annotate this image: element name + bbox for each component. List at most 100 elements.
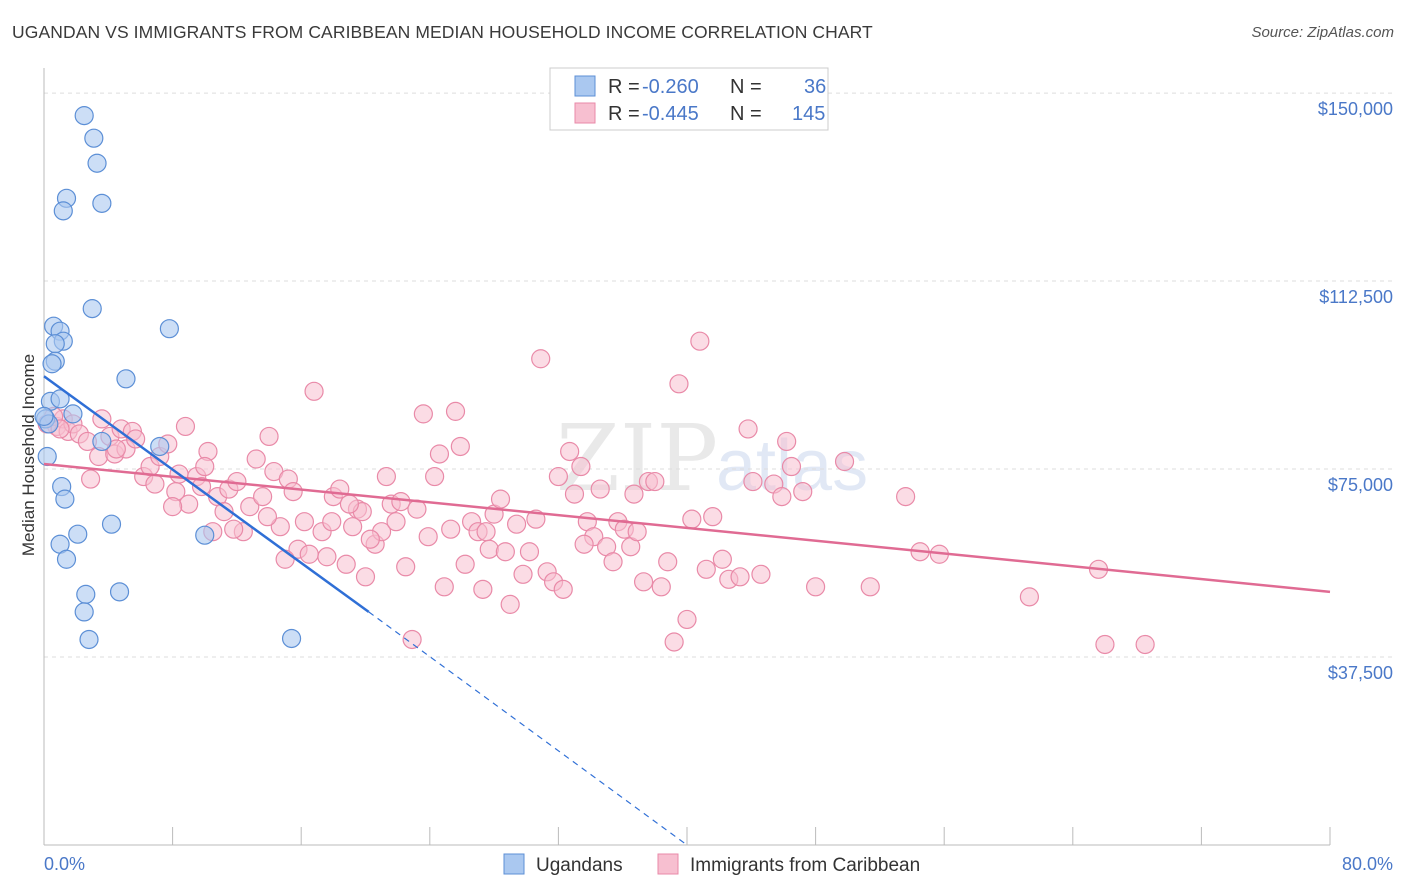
ugandan-point — [74, 602, 94, 622]
caribbean-point — [455, 554, 475, 574]
caribbean-point — [624, 484, 644, 504]
caribbean-point — [355, 567, 376, 587]
caribbean-point — [677, 609, 697, 630]
ugandan-point — [101, 514, 122, 534]
caribbean-point — [682, 509, 702, 529]
ugandan-point — [79, 629, 99, 650]
caribbean-point — [396, 557, 416, 577]
caribbean-point — [163, 497, 183, 517]
caribbean-point — [553, 579, 573, 599]
y-tick-label: $37,500 — [1328, 663, 1393, 683]
caribbean-point — [376, 466, 396, 487]
ugandan-point — [92, 431, 112, 452]
caribbean-point — [425, 466, 445, 487]
caribbean-point — [445, 401, 466, 421]
ugandan-point — [45, 334, 65, 354]
caribbean-points — [37, 331, 1155, 655]
legend-n-label-2: N = — [730, 103, 762, 125]
legend-r-label-1: R = — [608, 76, 640, 98]
caribbean-point — [304, 381, 324, 401]
caribbean-point — [590, 479, 610, 499]
series-legend-swatch-caribbean — [657, 853, 679, 875]
caribbean-point — [519, 542, 540, 562]
caribbean-point — [450, 436, 470, 457]
ugandan-point — [150, 436, 170, 457]
caribbean-point — [500, 594, 520, 614]
caribbean-point — [571, 456, 591, 477]
caribbean-point — [738, 419, 758, 439]
caribbean-point — [777, 431, 797, 452]
ugandan-point — [68, 524, 88, 544]
caribbean-point — [195, 456, 215, 477]
ugandan-point — [56, 549, 77, 569]
caribbean-point — [81, 469, 101, 489]
caribbean-point — [224, 519, 244, 539]
caribbean-point — [339, 494, 360, 514]
caribbean-point — [473, 579, 493, 599]
ugandan-point — [74, 106, 94, 126]
caribbean-point — [1135, 634, 1155, 655]
caribbean-point — [283, 481, 303, 502]
y-tick-label: $150,000 — [1318, 99, 1393, 119]
caribbean-point — [645, 471, 665, 492]
x-tick-label-min: 0.0% — [44, 854, 85, 874]
caribbean-point — [191, 476, 212, 497]
caribbean-point — [633, 572, 654, 592]
legend-n-value-1: 36 — [804, 76, 826, 98]
ugandan-point — [84, 128, 104, 148]
caribbean-point — [860, 577, 880, 597]
caribbean-point — [703, 507, 723, 527]
caribbean-point — [1019, 587, 1039, 607]
legend-r-value-1: -0.260 — [642, 76, 699, 98]
correlation-legend: R = -0.260 N = 36 R = -0.445 N = 145 — [549, 67, 829, 131]
caribbean-point — [257, 507, 278, 527]
ugandan-trend-extension — [368, 611, 688, 846]
caribbean-point — [743, 471, 763, 492]
ugandan-point — [87, 153, 107, 173]
caribbean-point — [603, 552, 623, 572]
chart-title: UGANDAN VS IMMIGRANTS FROM CARIBBEAN MED… — [12, 22, 873, 42]
caribbean-point — [507, 514, 527, 534]
caribbean-point — [429, 444, 450, 464]
x-tick-label-max: 80.0% — [1342, 854, 1393, 874]
y-axis-title: Median Household Income — [19, 354, 38, 556]
y-tick-label: $75,000 — [1328, 475, 1393, 495]
caribbean-point — [658, 552, 678, 572]
ugandan-point — [109, 582, 130, 602]
caribbean-point — [179, 494, 199, 514]
legend-r-label-2: R = — [608, 103, 640, 125]
y-tick-label: $112,500 — [1319, 287, 1393, 307]
caribbean-trend-line — [43, 462, 1331, 594]
caribbean-point — [270, 517, 290, 537]
legend-swatch-ugandans — [574, 75, 596, 97]
caribbean-point — [434, 577, 454, 597]
trend-lines — [43, 375, 1331, 846]
caribbean-point — [526, 509, 546, 529]
caribbean-point — [413, 404, 433, 424]
caribbean-point — [751, 564, 771, 584]
legend-swatch-caribbean — [574, 102, 596, 124]
caribbean-point — [531, 349, 551, 369]
ugandan-point — [50, 389, 70, 409]
caribbean-point — [651, 577, 671, 597]
caribbean-point — [418, 527, 438, 547]
caribbean-point — [574, 534, 594, 554]
series-legend-caribbean: Immigrants from Caribbean — [690, 855, 920, 876]
ugandan-point — [195, 525, 215, 545]
ugandan-point — [63, 404, 83, 424]
caribbean-point — [712, 549, 732, 569]
legend-n-label-1: N = — [730, 76, 762, 98]
ugandan-point — [53, 201, 73, 221]
caribbean-point — [360, 529, 380, 549]
ugandan-point — [159, 319, 179, 339]
legend-n-value-2: 145 — [792, 103, 825, 125]
caribbean-point — [259, 426, 279, 447]
series-legend: Ugandans Immigrants from Caribbean — [503, 853, 920, 876]
caribbean-point — [513, 564, 533, 584]
caribbean-point — [317, 547, 337, 567]
caribbean-point — [441, 519, 461, 539]
caribbean-point — [391, 492, 411, 512]
ugandan-point — [55, 489, 75, 509]
caribbean-point — [299, 544, 319, 564]
